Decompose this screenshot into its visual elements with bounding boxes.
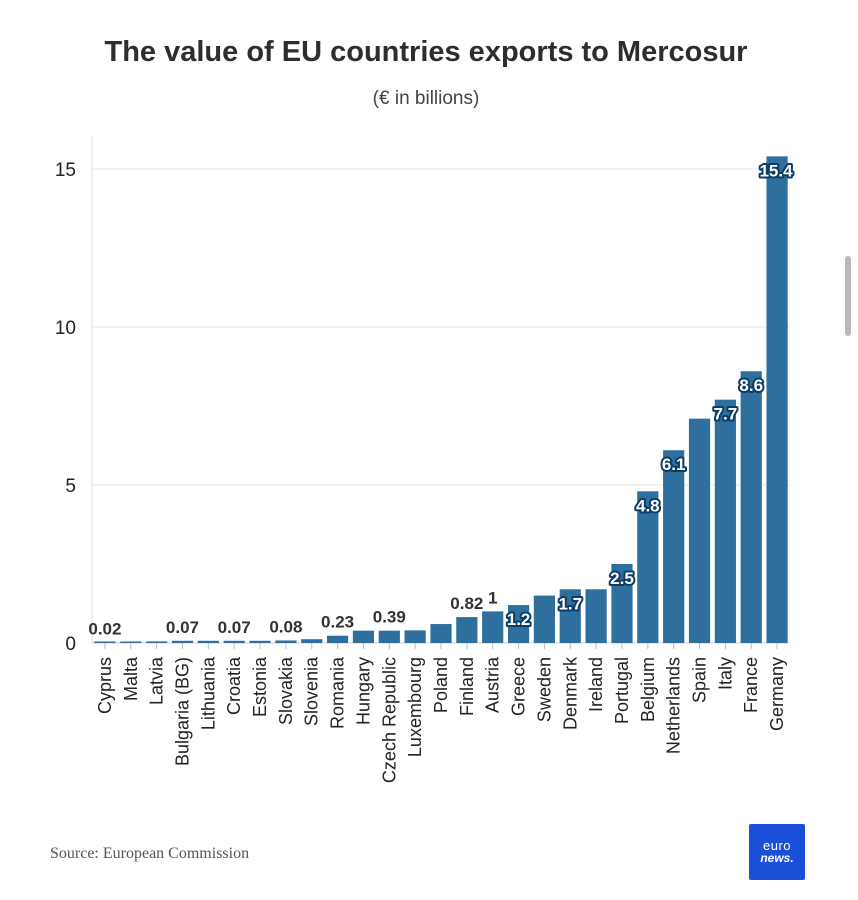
x-tick-label: Poland: [431, 657, 451, 713]
y-tick-label: 15: [55, 160, 76, 181]
data-label: 7.7: [714, 405, 738, 424]
bar: [301, 639, 323, 643]
logo-text-top: euro: [762, 838, 792, 853]
x-tick-label: Malta: [121, 656, 141, 701]
x-tick-label: Slovenia: [302, 656, 322, 726]
bar: [352, 630, 375, 643]
euronews-logo: euro news.: [749, 824, 805, 880]
x-tick-label: Latvia: [147, 656, 167, 705]
source-note: Source: European Commission: [50, 845, 250, 862]
bar: [249, 640, 271, 643]
x-tick-label: Belgium: [638, 657, 658, 722]
bar: [637, 491, 659, 643]
bar: [482, 611, 504, 643]
data-label: 0.23: [321, 613, 354, 632]
bar: [94, 641, 116, 643]
bar: [559, 589, 581, 643]
bar: [585, 589, 607, 643]
bar: [171, 640, 194, 643]
x-tick-label: Cyprus: [95, 657, 115, 714]
x-tick-label: Bulgaria (BG): [172, 657, 192, 766]
data-label: 1.7: [558, 594, 582, 613]
bar: [120, 641, 142, 643]
x-tick-label: Luxembourg: [405, 657, 425, 757]
x-tick-label: Lithuania: [198, 656, 218, 730]
x-tick-label: Sweden: [534, 657, 554, 722]
chart-title: The value of EU countries exports to Mer…: [104, 36, 748, 68]
y-tick-label: 10: [55, 318, 76, 339]
logo-text-bottom: news.: [760, 851, 794, 865]
data-label: 0.39: [373, 608, 406, 627]
x-tick-label: Austria: [483, 656, 503, 713]
bar: [326, 635, 349, 643]
data-label: 0.07: [166, 618, 199, 637]
data-label: 4.8: [636, 496, 660, 515]
x-tick-label: Croatia: [224, 656, 244, 715]
x-tick-label: Italy: [715, 657, 735, 690]
data-label: 8.6: [739, 376, 763, 395]
data-label: 0.82: [450, 594, 483, 613]
x-tick-label: Greece: [509, 657, 529, 716]
x-tick-label: Germany: [767, 657, 787, 731]
bar: [378, 630, 400, 643]
bar: [533, 595, 556, 643]
bar: [223, 640, 245, 643]
bar: [663, 450, 685, 643]
bar: [611, 564, 633, 643]
x-tick-label: Netherlands: [664, 657, 684, 754]
x-tick-label: Ireland: [586, 657, 606, 712]
chart-subtitle: (€ in billions): [372, 88, 480, 109]
x-tick-label: Romania: [328, 656, 348, 729]
bar: [714, 399, 736, 643]
data-label: 1: [488, 588, 497, 607]
bar: [275, 640, 297, 643]
x-tick-label: Estonia: [250, 656, 270, 717]
y-tick-label: 5: [65, 476, 76, 497]
data-label: 15.4: [759, 161, 793, 180]
data-label: 2.5: [610, 569, 634, 588]
x-tick-label: Portugal: [612, 657, 632, 724]
bar: [507, 605, 530, 643]
data-label: 0.08: [269, 617, 302, 636]
x-tick-label: Denmark: [560, 656, 580, 730]
y-tick-label: 0: [65, 634, 76, 655]
bar: [404, 630, 426, 643]
data-label: 0.02: [88, 619, 121, 638]
x-tick-label: Slovakia: [276, 656, 296, 725]
data-label: 0.07: [218, 618, 251, 637]
bar: [456, 617, 478, 643]
x-tick-label: Hungary: [353, 657, 373, 725]
bar: [740, 371, 762, 643]
data-label: 1.2: [507, 610, 531, 629]
data-label: 6.1: [662, 455, 686, 474]
bar: [197, 640, 219, 643]
x-tick-label: Finland: [457, 657, 477, 716]
x-tick-label: Spain: [690, 657, 710, 703]
bar: [430, 624, 452, 643]
x-tick-label: Czech Republic: [379, 657, 399, 783]
bar: [688, 418, 711, 643]
x-tick-label: France: [741, 657, 761, 713]
scrollbar-thumb[interactable]: [845, 256, 851, 336]
bar: [766, 156, 788, 644]
bar: [146, 641, 168, 643]
